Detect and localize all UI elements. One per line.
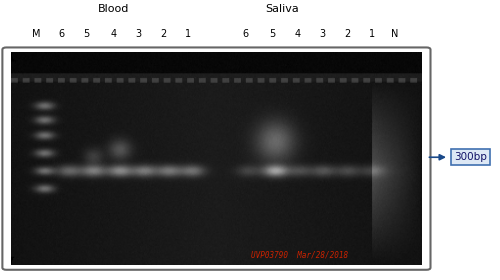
Text: Blood: Blood: [98, 4, 129, 14]
Text: N: N: [390, 29, 398, 39]
Text: 4: 4: [110, 29, 116, 39]
Text: 2: 2: [160, 29, 166, 39]
Text: 3: 3: [135, 29, 141, 39]
Text: M: M: [32, 29, 40, 39]
Text: 6: 6: [242, 29, 248, 39]
Text: 5: 5: [270, 29, 276, 39]
Text: 5: 5: [83, 29, 89, 39]
Text: 1: 1: [185, 29, 191, 39]
Text: 6: 6: [58, 29, 64, 39]
Text: 300bp: 300bp: [454, 152, 486, 162]
Text: 4: 4: [294, 29, 300, 39]
Text: 3: 3: [319, 29, 325, 39]
Text: 1: 1: [369, 29, 375, 39]
Text: UVP03790  Mar/28/2018: UVP03790 Mar/28/2018: [251, 250, 348, 259]
Text: Saliva: Saliva: [266, 4, 299, 14]
Text: 2: 2: [344, 29, 350, 39]
